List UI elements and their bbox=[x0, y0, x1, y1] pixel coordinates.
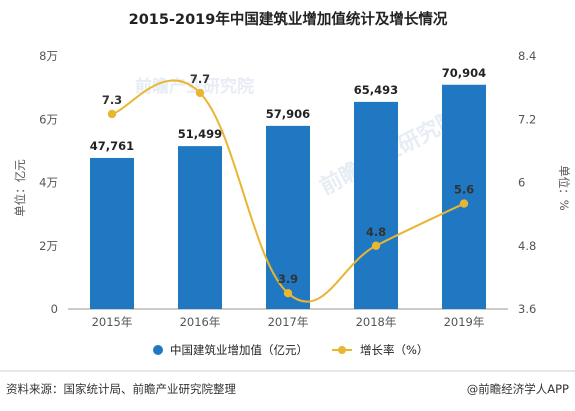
plot-area: 0 2万 4万 6万 8万 3.6 4.8 6 7.2 8.4 47,761 51,499 57,906… bbox=[39, 49, 536, 329]
x-tick-label: 2017年 bbox=[268, 315, 309, 329]
y-right-tick-label: 6 bbox=[518, 176, 525, 190]
y-right-tick-label: 4.8 bbox=[518, 239, 536, 253]
growth-rate-point bbox=[107, 109, 117, 119]
legend-bar-marker bbox=[153, 345, 163, 355]
y-right-axis-title: 单位：% bbox=[557, 165, 571, 210]
bar-value-label: 57,906 bbox=[266, 107, 310, 121]
x-tick-label: 2018年 bbox=[356, 315, 397, 329]
y-left-tick-label: 6万 bbox=[39, 112, 58, 126]
y-left-tick-label: 4万 bbox=[39, 176, 58, 190]
growth-rate-point bbox=[371, 241, 381, 250]
bar bbox=[266, 125, 310, 309]
growth-rate-label: 7.7 bbox=[190, 72, 210, 86]
x-tick-label: 2019年 bbox=[444, 315, 485, 329]
growth-rate-label: 3.9 bbox=[278, 272, 298, 286]
growth-rate-point bbox=[195, 88, 205, 98]
x-tick-label: 2016年 bbox=[180, 315, 221, 329]
growth-rate-label: 4.8 bbox=[366, 225, 386, 239]
legend-line-label: 增长率（%） bbox=[360, 343, 428, 357]
bar-value-label: 51,499 bbox=[178, 127, 222, 141]
growth-rate-label: 5.6 bbox=[454, 183, 474, 197]
y-left-tick-label: 0 bbox=[51, 302, 58, 316]
y-left-tick-label: 8万 bbox=[39, 49, 58, 63]
y-right-tick-label: 7.2 bbox=[518, 112, 536, 126]
growth-rate-label: 7.3 bbox=[102, 93, 122, 107]
y-left-axis-title: 单位：亿元 bbox=[13, 159, 27, 217]
bar-value-label: 47,761 bbox=[90, 139, 134, 153]
bar bbox=[90, 157, 134, 309]
bar-value-label: 70,904 bbox=[442, 66, 486, 80]
growth-rate-point bbox=[459, 199, 469, 208]
bar bbox=[178, 146, 222, 309]
brand-credit: @前瞻经济学人APP bbox=[467, 382, 569, 396]
y-right-tick-label: 3.6 bbox=[518, 302, 536, 316]
bar bbox=[354, 101, 398, 309]
y-right-tick-label: 8.4 bbox=[518, 49, 536, 63]
growth-rate-line bbox=[111, 79, 465, 303]
bar bbox=[442, 84, 486, 309]
legend: 中国建筑业增加值（亿元） 增长率（%） bbox=[153, 343, 428, 357]
legend-line-dot bbox=[338, 346, 346, 354]
source-note: 资料来源：国家统计局、前瞻产业研究院整理 bbox=[6, 382, 236, 396]
growth-rate-point bbox=[283, 288, 293, 298]
bar-value-label: 65,493 bbox=[354, 83, 398, 97]
chart-title: 2015-2019年中国建筑业增加值统计及增长情况 bbox=[129, 10, 448, 28]
x-tick-label: 2015年 bbox=[92, 315, 133, 329]
y-left-tick-label: 2万 bbox=[39, 239, 58, 253]
legend-bar-label: 中国建筑业增加值（亿元） bbox=[170, 343, 308, 357]
